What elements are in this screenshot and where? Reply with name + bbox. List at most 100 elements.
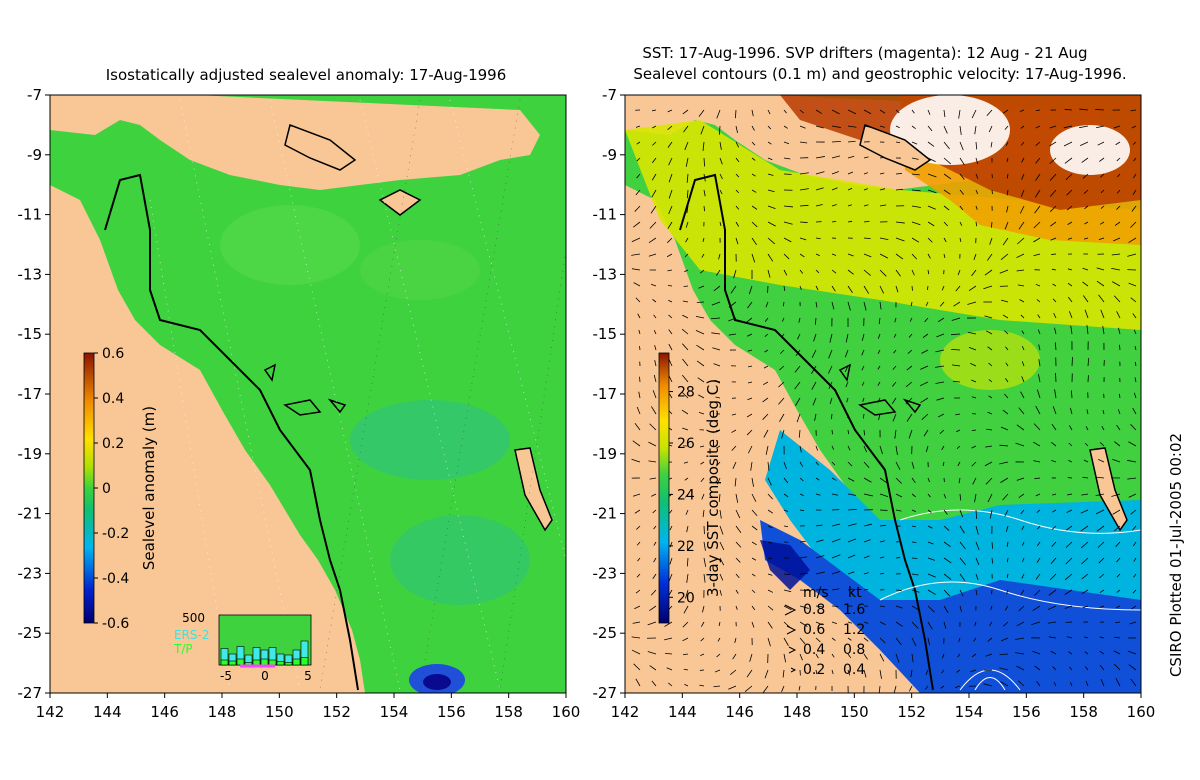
velocity-arrow bbox=[783, 637, 789, 646]
velocity-arrow bbox=[652, 509, 657, 514]
velocity-arrow bbox=[1095, 509, 1105, 515]
velocity-arrow bbox=[796, 413, 801, 423]
velocity-arrow bbox=[879, 540, 886, 543]
velocity-arrow bbox=[863, 523, 873, 527]
velocity-arrow bbox=[863, 109, 872, 115]
velocity-arrow bbox=[650, 589, 657, 596]
velocity-arrow bbox=[861, 333, 865, 341]
velocity-arrow bbox=[653, 541, 657, 546]
velocity-arrow bbox=[1036, 681, 1041, 687]
velocity-arrow bbox=[1051, 525, 1057, 530]
velocity-arrow bbox=[702, 605, 705, 613]
velocity-arrow bbox=[813, 333, 817, 342]
velocity-arrow bbox=[1098, 237, 1105, 241]
velocity-arrow bbox=[828, 349, 833, 359]
velocity-arrow bbox=[735, 541, 742, 548]
velocity-arrow bbox=[831, 588, 840, 591]
velocity-arrow bbox=[778, 365, 785, 371]
velocity-arrow bbox=[1021, 173, 1025, 180]
velocity-arrow bbox=[1049, 157, 1057, 165]
velocity-arrow bbox=[927, 525, 933, 529]
velocity-arrow bbox=[744, 685, 753, 692]
velocity-arrow bbox=[781, 317, 785, 322]
y-tick-label: -25 bbox=[593, 624, 618, 642]
velocity-arrow bbox=[1100, 189, 1105, 194]
velocity-arrow bbox=[718, 621, 721, 627]
velocity-arrow bbox=[863, 669, 867, 678]
velocity-arrow bbox=[747, 445, 753, 454]
velocity-arrow bbox=[651, 406, 657, 415]
velocity-arrow bbox=[1005, 346, 1009, 351]
velocity-arrow bbox=[986, 109, 993, 117]
velocity-arrow bbox=[877, 381, 881, 386]
velocity-arrow bbox=[847, 571, 855, 575]
y-tick-label: -17 bbox=[18, 385, 43, 403]
velocity-arrow bbox=[891, 397, 897, 405]
velocity-arrow bbox=[686, 189, 689, 199]
velocity-arrow bbox=[799, 188, 809, 191]
velocity-arrow bbox=[1132, 589, 1137, 594]
velocity-arrow bbox=[927, 637, 931, 646]
velocity-arrow bbox=[650, 283, 657, 287]
velocity-arrow bbox=[863, 156, 869, 159]
velocity-arrow bbox=[783, 573, 791, 575]
velocity-arrow bbox=[863, 220, 870, 223]
velocity-arrow bbox=[1032, 441, 1041, 447]
velocity-arrow bbox=[735, 141, 740, 148]
velocity-arrow bbox=[1084, 442, 1089, 447]
velocity-arrow bbox=[1132, 525, 1137, 531]
velocity-arrow bbox=[1035, 141, 1041, 147]
velocity-arrow bbox=[1085, 680, 1089, 687]
velocity-arrow bbox=[831, 269, 837, 274]
velocity-arrow bbox=[780, 349, 785, 354]
velocity-arrow bbox=[815, 605, 825, 608]
velocity-arrow bbox=[751, 541, 757, 546]
velocity-arrow bbox=[799, 605, 809, 609]
velocity-arrow bbox=[815, 301, 818, 308]
velocity-arrow bbox=[935, 365, 945, 368]
velocity-arrow bbox=[782, 669, 785, 678]
sst-colorbar-label: 3-day SST composite (deg C) bbox=[704, 379, 722, 597]
velocity-arrow bbox=[943, 493, 947, 499]
velocity-arrow bbox=[1119, 344, 1121, 351]
velocity-arrow bbox=[927, 237, 933, 243]
velocity-arrow bbox=[1018, 493, 1025, 498]
x-tick-label: 148 bbox=[783, 703, 812, 721]
velocity-arrow bbox=[1099, 573, 1105, 579]
velocity-arrow bbox=[635, 678, 641, 687]
velocity-arrow bbox=[1054, 342, 1057, 351]
right-x-ticks: 142 144 146 148 150 152 154 156 158 160 bbox=[611, 693, 1155, 721]
velocity-arrow bbox=[943, 221, 948, 227]
velocity-arrow bbox=[831, 429, 833, 435]
velocity-arrow bbox=[811, 365, 817, 374]
velocity-arrow bbox=[667, 141, 673, 148]
velocity-arrow bbox=[799, 637, 806, 645]
velocity-arrow bbox=[958, 637, 961, 643]
velocity-arrow bbox=[975, 189, 979, 195]
velocity-arrow bbox=[1131, 125, 1137, 129]
velocity-arrow bbox=[959, 557, 966, 566]
velocity-arrow bbox=[728, 333, 737, 336]
velocity-arrow bbox=[959, 525, 965, 534]
velocity-arrow bbox=[701, 493, 705, 500]
velocity-arrow bbox=[879, 572, 885, 575]
velocity-arrow bbox=[746, 429, 753, 436]
velocity-arrow bbox=[1016, 269, 1025, 272]
velocity-arrow bbox=[894, 317, 897, 323]
velocity-arrow bbox=[685, 237, 689, 243]
x-tick-label: 156 bbox=[437, 703, 466, 721]
velocity-arrow bbox=[719, 589, 722, 596]
velocity-arrow bbox=[831, 285, 836, 292]
velocity-arrow bbox=[1006, 157, 1009, 162]
velocity-arrow bbox=[1083, 237, 1089, 240]
velocity-arrow bbox=[975, 541, 980, 551]
velocity-arrow bbox=[683, 461, 689, 464]
velocity-arrow bbox=[971, 429, 977, 432]
velocity-arrow bbox=[862, 397, 865, 402]
velocity-arrow bbox=[686, 173, 689, 183]
velocity-arrow bbox=[975, 557, 980, 566]
velocity-arrow bbox=[831, 155, 841, 159]
velocity-arrow bbox=[863, 237, 871, 240]
velocity-arrow bbox=[635, 125, 641, 128]
velocity-arrow bbox=[749, 653, 753, 662]
